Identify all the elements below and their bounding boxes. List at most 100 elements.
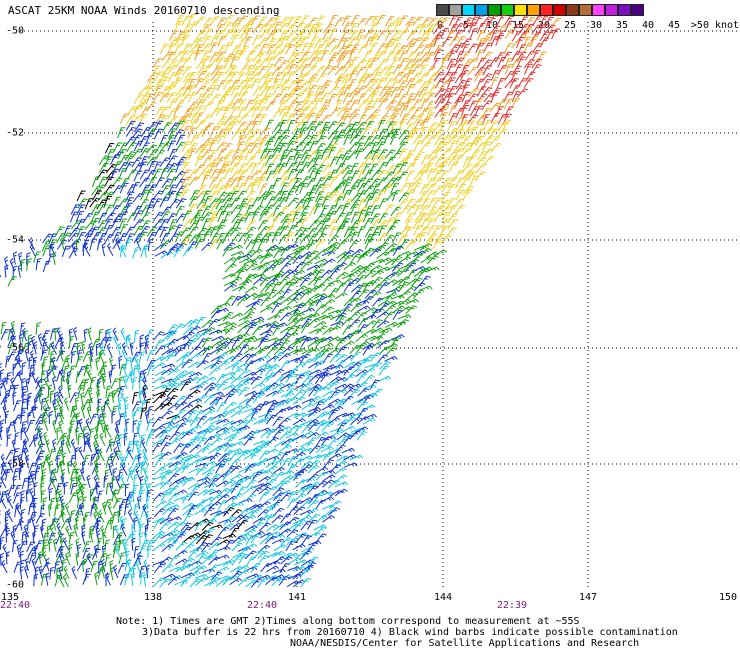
wind-barb bbox=[180, 443, 192, 454]
wind-barb bbox=[308, 369, 323, 376]
wind-barb bbox=[230, 483, 241, 494]
wind-barb bbox=[455, 107, 465, 119]
wind-barb bbox=[349, 66, 360, 77]
wind-barb bbox=[68, 232, 80, 243]
wind-barb bbox=[210, 35, 219, 47]
wind-barb bbox=[196, 70, 207, 82]
wind-barb bbox=[355, 274, 367, 285]
wind-barb bbox=[342, 211, 353, 223]
wind-barb bbox=[139, 169, 150, 180]
wind-barb bbox=[229, 115, 241, 126]
wind-barb bbox=[358, 289, 370, 299]
wind-barb bbox=[243, 371, 257, 378]
wind-barb bbox=[237, 50, 247, 62]
wind-barb bbox=[531, 24, 543, 35]
wind-barb bbox=[62, 537, 70, 551]
wind-barb bbox=[81, 531, 86, 545]
wind-barb bbox=[189, 190, 200, 201]
wind-barb bbox=[455, 79, 467, 90]
wind-barb bbox=[362, 87, 374, 97]
wind-barb bbox=[293, 383, 308, 391]
wind-barb bbox=[217, 321, 232, 327]
wind-barb bbox=[145, 132, 154, 144]
wind-barb bbox=[132, 377, 138, 390]
lon-label: 141 bbox=[287, 592, 307, 603]
wind-barb bbox=[237, 135, 246, 147]
wind-barb bbox=[182, 43, 192, 55]
wind-barb bbox=[182, 108, 193, 119]
wind-barb bbox=[525, 17, 535, 28]
wind-barb bbox=[511, 31, 522, 42]
wind-barb bbox=[439, 170, 449, 182]
wind-barb bbox=[461, 175, 472, 186]
wind-barb bbox=[271, 281, 283, 292]
wind-barb bbox=[250, 408, 261, 419]
wind-barb bbox=[111, 389, 116, 403]
wind-barb bbox=[300, 550, 312, 560]
wind-barb bbox=[139, 177, 150, 188]
wind-barb bbox=[279, 430, 292, 440]
wind-barb bbox=[320, 205, 329, 217]
wind-barb bbox=[210, 93, 221, 104]
wind-barb bbox=[112, 185, 123, 196]
wind-barb bbox=[187, 376, 201, 384]
wind-barb bbox=[362, 404, 376, 412]
wind-barb bbox=[166, 246, 179, 256]
wind-barb bbox=[108, 369, 113, 384]
wind-barb bbox=[96, 419, 103, 433]
wind-barb bbox=[159, 226, 169, 238]
wind-barb bbox=[511, 84, 521, 96]
wind-barb bbox=[355, 369, 369, 377]
wind-barb bbox=[392, 245, 403, 256]
wind-barb bbox=[300, 113, 312, 124]
wind-barb bbox=[468, 22, 478, 34]
wind-barb bbox=[316, 431, 329, 439]
wind-barb bbox=[280, 346, 294, 355]
wind-barb bbox=[159, 480, 172, 490]
wind-barb bbox=[112, 450, 122, 462]
wind-barb bbox=[153, 331, 165, 341]
wind-barb bbox=[189, 119, 199, 130]
wind-barb bbox=[322, 381, 335, 390]
wind-barb bbox=[257, 37, 270, 47]
wind-barb bbox=[231, 429, 243, 440]
wind-barb bbox=[215, 99, 225, 111]
wind-barb bbox=[406, 64, 417, 75]
wind-barb bbox=[412, 91, 423, 102]
wind-barb bbox=[104, 539, 111, 552]
wind-barb bbox=[300, 205, 310, 217]
wind-barb bbox=[293, 101, 304, 112]
wind-barb bbox=[286, 113, 296, 125]
wind-barb bbox=[216, 373, 228, 384]
wind-barb bbox=[217, 210, 227, 222]
wind-barb bbox=[405, 305, 418, 315]
wind-barb bbox=[229, 473, 243, 481]
wind-barb bbox=[397, 198, 409, 209]
wind-barb bbox=[215, 554, 230, 560]
wind-barb bbox=[230, 169, 242, 180]
wind-barb bbox=[434, 140, 445, 152]
wind-barb bbox=[286, 162, 297, 173]
wind-barb bbox=[216, 121, 227, 132]
wind-barb bbox=[180, 176, 192, 187]
wind-barb bbox=[405, 16, 417, 27]
wind-barb bbox=[35, 513, 46, 524]
wind-barb bbox=[77, 384, 86, 397]
wind-barb bbox=[252, 94, 262, 105]
wind-barb bbox=[250, 487, 262, 497]
wind-barb bbox=[182, 23, 193, 34]
wind-barb bbox=[59, 405, 65, 420]
wind-barb bbox=[7, 384, 15, 397]
wind-barb bbox=[194, 409, 205, 420]
wind-barb bbox=[266, 355, 280, 364]
wind-barb bbox=[187, 389, 201, 397]
wind-barb bbox=[133, 122, 145, 133]
wind-barb bbox=[225, 227, 236, 238]
wind-barb bbox=[364, 320, 378, 328]
wind-barb bbox=[370, 91, 380, 103]
wind-barb bbox=[278, 426, 292, 432]
wind-barb bbox=[167, 368, 181, 376]
wind-barb bbox=[159, 451, 172, 460]
wind-barb bbox=[278, 353, 291, 362]
wind-barb bbox=[342, 169, 354, 180]
